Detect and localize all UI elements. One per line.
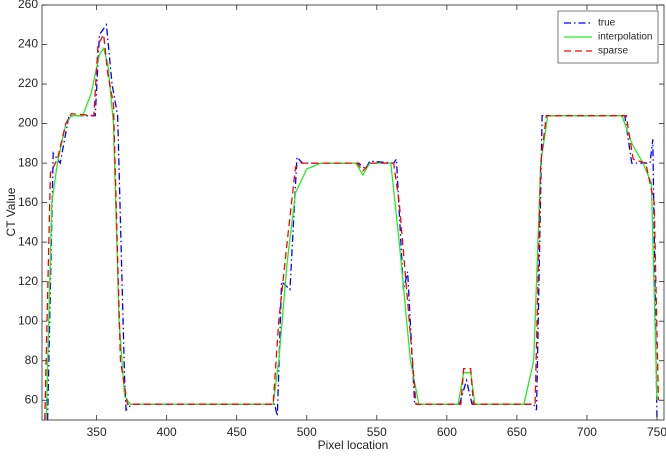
y-tick-label: 240 [18,37,38,51]
x-axis-label: Pixel location [318,438,389,452]
x-tick-label: 450 [227,425,247,439]
x-tick-label: 650 [507,425,527,439]
y-tick-label: 160 [18,195,38,209]
x-tick-label: 750 [647,425,666,439]
y-tick-label: 100 [18,313,38,327]
y-tick-label: 180 [18,155,38,169]
x-tick-label: 600 [437,425,457,439]
y-tick-label: 140 [18,234,38,248]
y-tick-label: 260 [18,0,38,11]
x-tick-label: 700 [577,425,597,439]
y-axis-label: CT Value [4,187,18,236]
legend-label: sparse [598,46,628,57]
x-tick-label: 350 [87,425,107,439]
legend-label: true [598,18,616,29]
plot-area [41,4,665,421]
y-tick-label: 120 [18,274,38,288]
y-tick-label: 200 [18,116,38,130]
legend-label: interpolation [598,32,652,43]
y-tick-label: 80 [25,353,39,367]
y-tick-label: 60 [25,392,39,406]
x-tick-label: 550 [367,425,387,439]
lines [44,22,660,420]
x-tick-label: 400 [157,425,177,439]
x-tick-label: 500 [297,425,317,439]
y-tick-label: 220 [18,76,38,90]
series-line [44,32,660,420]
